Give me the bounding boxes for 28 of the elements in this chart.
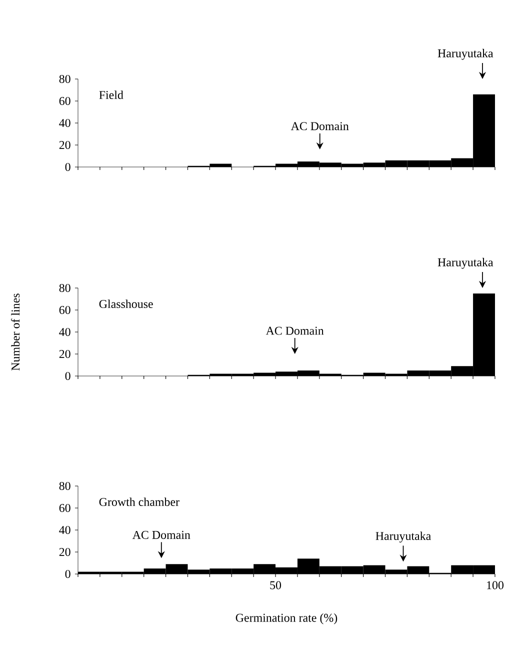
y-tick-label: 20: [59, 140, 70, 150]
y-tick-label: 40: [59, 526, 70, 534]
y-tick-label: 20: [59, 350, 70, 358]
annotation: AC Domain: [132, 530, 190, 539]
y-tick-label: 80: [59, 482, 70, 490]
text: Haruyutaka: [438, 258, 494, 269]
y-tick-label: 80: [59, 74, 70, 84]
y-tick-label: 0: [65, 162, 70, 172]
annotation: AC Domain: [290, 122, 349, 130]
text: Field: [99, 90, 124, 100]
annotation: Haruyutaka: [376, 532, 431, 542]
text: Haruyutaka: [438, 48, 494, 60]
x-axis-title: Germination rate (%): [236, 613, 338, 624]
text: Glasshouse: [99, 300, 153, 308]
x-tick-label: 100: [487, 581, 504, 590]
y-tick-label: 0: [65, 372, 70, 380]
y-tick-label: 0: [65, 570, 70, 578]
y-tick-label: 60: [59, 96, 70, 106]
y-tick-label: 40: [59, 118, 70, 128]
y-tick-label: 80: [59, 284, 70, 292]
x-tick-label: 50: [270, 581, 282, 590]
y-tick-label: 60: [59, 504, 70, 512]
y-axis-title: Number of lines: [11, 294, 20, 370]
annotation: AC Domain: [266, 326, 324, 335]
y-tick-label: 20: [59, 548, 70, 556]
text: Growth chamber: [99, 498, 180, 506]
y-tick-label: 60: [59, 306, 70, 314]
y-tick-label: 40: [59, 328, 70, 336]
